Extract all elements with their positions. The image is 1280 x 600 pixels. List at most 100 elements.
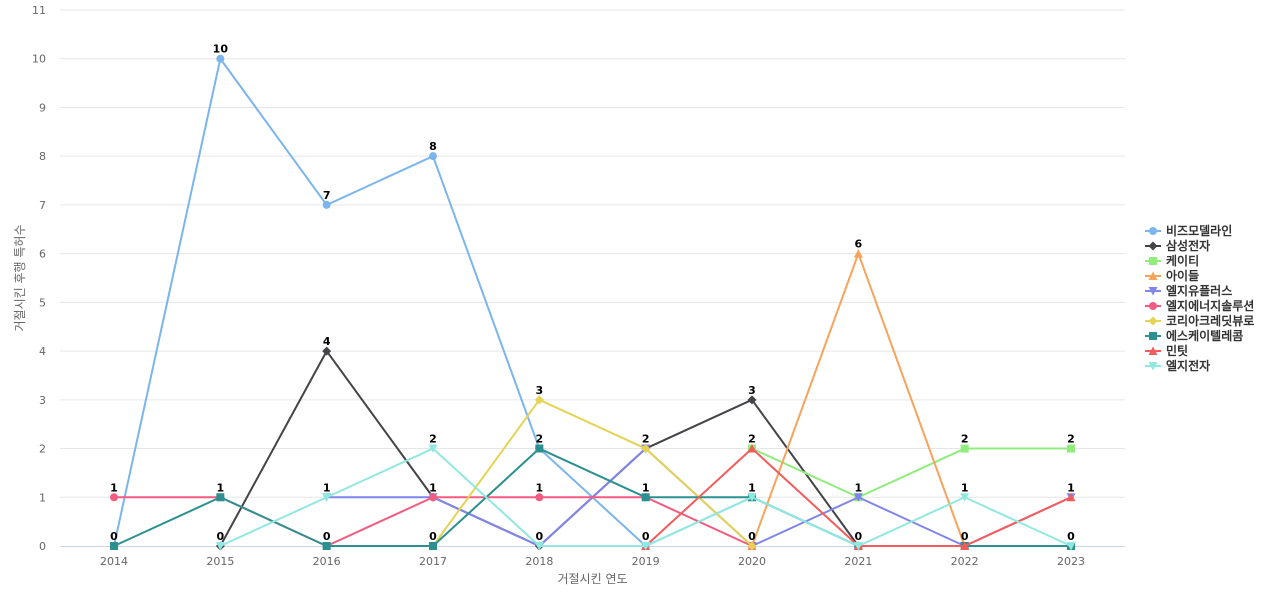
series-line bbox=[751, 447, 1071, 499]
data-label: 3 bbox=[748, 384, 756, 397]
legend-item[interactable]: 코리아크레딧뷰로 bbox=[1145, 313, 1254, 328]
legend-label: 엘지전자 bbox=[1166, 358, 1210, 373]
y-tick-label: 8 bbox=[39, 150, 46, 163]
data-point bbox=[534, 395, 544, 405]
data-point bbox=[216, 54, 225, 63]
legend-item[interactable]: 민팃 bbox=[1145, 343, 1188, 358]
data-label: 0 bbox=[642, 530, 650, 543]
legend-marker bbox=[1149, 332, 1157, 340]
y-tick-label: 4 bbox=[39, 345, 46, 358]
data-label: 1 bbox=[536, 481, 544, 494]
data-point bbox=[960, 541, 970, 550]
data-point bbox=[215, 542, 225, 551]
data-point bbox=[1066, 542, 1076, 551]
y-axis-ticks: 0 1 2 3 4 5 6 7 8 9 10 11 bbox=[32, 4, 46, 553]
data-point bbox=[535, 493, 544, 502]
legend-label: 삼성전자 bbox=[1166, 238, 1210, 253]
y-tick-label: 10 bbox=[32, 53, 46, 66]
legend-item[interactable]: 아이들 bbox=[1145, 268, 1199, 283]
data-point bbox=[534, 542, 544, 551]
data-point bbox=[641, 444, 651, 454]
data-label: 1 bbox=[642, 481, 650, 494]
data-point bbox=[747, 444, 757, 453]
data-point bbox=[322, 493, 332, 502]
legend-marker bbox=[1149, 257, 1157, 265]
legend-label: 민팃 bbox=[1166, 343, 1188, 358]
legend-marker bbox=[1149, 227, 1157, 235]
data-label: 2 bbox=[961, 433, 969, 446]
x-axis-ticks: 2014 2015 2016 2017 2018 2019 2020 2021 2022 2023 bbox=[100, 555, 1085, 568]
data-label: 0 bbox=[323, 530, 331, 543]
data-label: 1 bbox=[748, 481, 756, 494]
x-tick-label: 2018 bbox=[525, 555, 553, 568]
data-point bbox=[322, 200, 331, 209]
data-point bbox=[110, 493, 118, 502]
y-tick-label: 6 bbox=[39, 248, 46, 261]
legend-marker bbox=[1148, 287, 1158, 296]
legend-marker bbox=[1149, 302, 1157, 310]
data-label: 0 bbox=[536, 530, 544, 543]
legend-marker bbox=[1148, 362, 1158, 371]
legend-item[interactable]: 엘지전자 bbox=[1145, 358, 1210, 373]
legend-item[interactable]: 에스케이텔레콤 bbox=[1145, 328, 1243, 343]
data-label: 1 bbox=[429, 481, 437, 494]
data-label: 0 bbox=[961, 530, 969, 543]
legend-item[interactable]: 케이티 bbox=[1145, 253, 1199, 268]
data-label: 1 bbox=[323, 481, 331, 494]
legend-marker bbox=[1148, 241, 1158, 251]
data-label: 0 bbox=[217, 530, 225, 543]
data-point bbox=[747, 395, 757, 405]
data-point bbox=[960, 444, 969, 453]
data-point bbox=[853, 493, 863, 502]
data-label: 1 bbox=[110, 481, 118, 494]
y-tick-label: 7 bbox=[39, 199, 46, 212]
data-label: 2 bbox=[1067, 433, 1075, 446]
legend-label: 에스케이텔레콤 bbox=[1166, 328, 1243, 343]
data-point bbox=[1066, 492, 1076, 502]
x-tick-label: 2017 bbox=[419, 555, 447, 568]
data-point bbox=[322, 542, 331, 550]
data-point bbox=[429, 542, 437, 550]
data-point bbox=[960, 493, 970, 502]
data-label: 8 bbox=[429, 140, 437, 153]
grid-lines bbox=[60, 9, 1125, 498]
data-label: 10 bbox=[213, 43, 229, 56]
x-tick-label: 2023 bbox=[1057, 555, 1085, 568]
data-point bbox=[1067, 444, 1075, 453]
series-3 bbox=[748, 444, 1075, 502]
legend-label: 엘지유플러스 bbox=[1166, 283, 1232, 298]
x-tick-label: 2022 bbox=[951, 555, 979, 568]
x-axis-title: 거절시킨 연도 bbox=[557, 572, 627, 586]
data-point bbox=[535, 444, 544, 453]
legend-label: 코리아크레딧뷰로 bbox=[1166, 313, 1254, 328]
legend: 비즈모델라인삼성전자케이티아이들엘지유플러스엘지에너지솔루션코리아크레딧뷰로에스… bbox=[1145, 223, 1254, 373]
data-point bbox=[110, 542, 118, 550]
y-tick-label: 3 bbox=[39, 394, 46, 407]
data-point bbox=[853, 249, 863, 258]
y-tick-label: 2 bbox=[39, 443, 46, 456]
y-tick-label: 1 bbox=[39, 491, 46, 504]
data-label: 1 bbox=[855, 481, 863, 494]
legend-item[interactable]: 비즈모델라인 bbox=[1145, 223, 1232, 238]
data-label: 0 bbox=[110, 530, 118, 543]
data-label: 2 bbox=[748, 433, 756, 446]
x-tick-label: 2015 bbox=[206, 555, 234, 568]
x-tick-label: 2021 bbox=[844, 555, 872, 568]
legend-label: 아이들 bbox=[1166, 268, 1199, 283]
data-label: 0 bbox=[855, 530, 863, 543]
legend-item[interactable]: 엘지에너지솔루션 bbox=[1145, 298, 1254, 313]
legend-item[interactable]: 삼성전자 bbox=[1145, 238, 1210, 253]
data-point bbox=[322, 346, 332, 356]
series-10 bbox=[215, 444, 1076, 551]
y-tick-label: 0 bbox=[39, 540, 46, 553]
data-point bbox=[853, 542, 863, 551]
data-label: 2 bbox=[642, 433, 650, 446]
data-point bbox=[641, 493, 650, 502]
y-tick-label: 5 bbox=[39, 296, 46, 309]
y-tick-label: 11 bbox=[32, 4, 46, 17]
data-label: 2 bbox=[536, 433, 544, 446]
legend-item[interactable]: 엘지유플러스 bbox=[1145, 283, 1232, 298]
data-label: 1 bbox=[1067, 481, 1075, 494]
data-point bbox=[747, 493, 757, 502]
